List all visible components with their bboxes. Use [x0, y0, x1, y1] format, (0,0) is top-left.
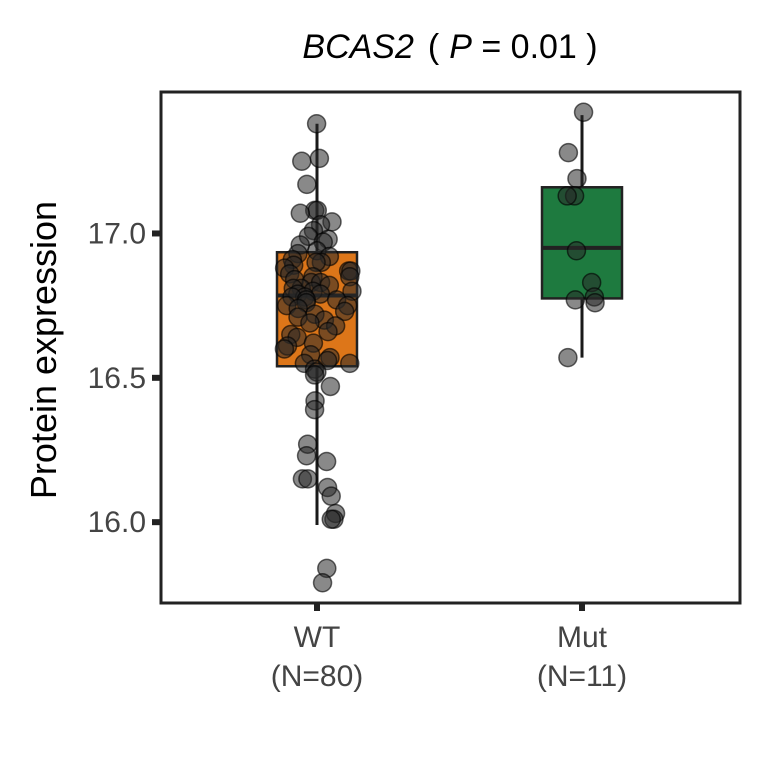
chart-title: BCAS2(P = 0.01 ) [302, 28, 597, 66]
data-point [340, 353, 360, 374]
y-axis-label: Protein expression [23, 201, 64, 499]
data-point [321, 509, 342, 530]
y-tick [152, 519, 161, 526]
data-point [566, 241, 587, 261]
data-point [558, 347, 578, 368]
data-point [309, 148, 330, 169]
data-point [312, 573, 333, 593]
data-point [557, 186, 577, 206]
x-tick [314, 603, 320, 611]
data-point [585, 293, 605, 313]
data-point [304, 365, 325, 385]
data-point [274, 339, 295, 359]
x-tick-count-label: (N=80) [271, 660, 364, 693]
data-point [321, 486, 341, 506]
data-point [320, 376, 341, 397]
data-point [296, 446, 317, 466]
data-point [318, 321, 338, 342]
data-point [297, 174, 317, 195]
data-point [290, 203, 311, 224]
data-point [558, 142, 579, 163]
data-point [304, 399, 325, 420]
y-tick-label: 16.0 [88, 506, 146, 539]
x-tick-label: Mut [557, 621, 608, 654]
data-point [573, 102, 594, 122]
data-point [316, 451, 337, 472]
y-tick-label: 16.5 [88, 362, 146, 395]
data-point [298, 469, 318, 489]
plot-panel-border [159, 90, 742, 605]
data-point [565, 290, 586, 310]
x-tick-label: WT [294, 621, 341, 654]
data-point [292, 151, 312, 172]
y-tick [152, 230, 161, 237]
data-point [306, 114, 327, 134]
data-point [334, 301, 355, 322]
x-tick-count-label: (N=11) [537, 660, 627, 693]
x-tick [579, 603, 585, 611]
y-tick [152, 374, 161, 381]
y-tick-label: 17.0 [88, 217, 146, 250]
data-point [567, 168, 587, 189]
data-point [300, 313, 320, 333]
